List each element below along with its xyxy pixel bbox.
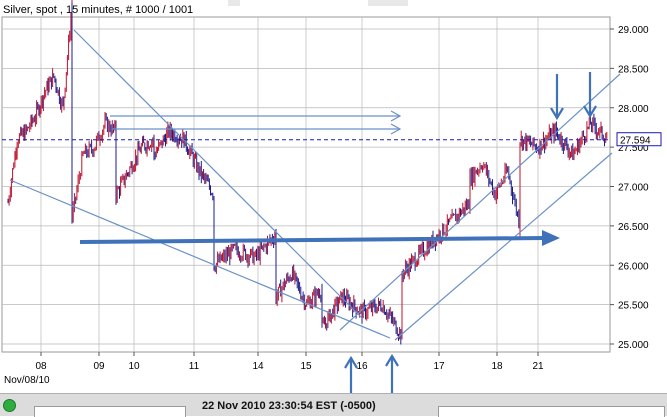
top-toolbar-remnant bbox=[228, 0, 240, 6]
y-tick-label: 26.000 bbox=[618, 261, 649, 272]
vertical-arrow-up-2-head bbox=[385, 353, 399, 367]
x-tick-label: 09 bbox=[93, 361, 105, 372]
x-tick-label: 18 bbox=[491, 361, 503, 372]
x-tick-label: 08 bbox=[35, 361, 47, 372]
current-price-box bbox=[616, 132, 662, 147]
y-tick-label: 28.000 bbox=[618, 104, 649, 115]
price-bars bbox=[7, 0, 608, 345]
annotations bbox=[9, 29, 621, 393]
support-arrow bbox=[79, 236, 546, 244]
x-tick-label: 10 bbox=[128, 361, 140, 372]
y-axis: 25.000 25.500 26.000 26.500 27.000 27.500 28.0… bbox=[610, 25, 649, 351]
x-tick-label: 11 bbox=[189, 361, 200, 372]
trendline-falling-lower bbox=[9, 179, 391, 339]
trendline-falling-upper bbox=[73, 29, 363, 319]
status-input-left[interactable] bbox=[34, 406, 186, 417]
trendline-rising-lower bbox=[394, 152, 613, 341]
status-bar: 22 Nov 2010 23:30:54 EST (-0500) bbox=[0, 393, 667, 417]
y-tick-label: 25.000 bbox=[618, 340, 649, 351]
x-tick-label: 21 bbox=[532, 361, 544, 372]
x-tick-label: 14 bbox=[252, 361, 264, 372]
chart-title: Silver, spot , 15 minutes, # 1000 / 1001 bbox=[3, 4, 193, 16]
y-tick-label: 26.500 bbox=[618, 222, 649, 233]
y-tick-label: 28.500 bbox=[618, 64, 649, 75]
y-tick-label: 29.000 bbox=[618, 25, 649, 36]
connection-status-icon[interactable] bbox=[3, 399, 16, 412]
chart-area: Silver, spot , 15 minutes, # 1000 / 1001… bbox=[1, 0, 662, 393]
x-axis: 08 09 10 11 14 15 16 17 18 21 bbox=[35, 352, 544, 372]
support-arrow-head bbox=[542, 230, 560, 246]
vertical-arrow-down-2-head bbox=[583, 105, 597, 119]
y-tick-label: 27.000 bbox=[618, 183, 649, 194]
trendline-rising-upper bbox=[339, 73, 621, 331]
vertical-arrow-up-1-head bbox=[344, 355, 358, 369]
status-input-right[interactable] bbox=[438, 406, 665, 417]
x-date-label: Nov/08/10 bbox=[4, 375, 50, 386]
vertical-arrow-down-1-head bbox=[550, 107, 564, 121]
status-timestamp: 22 Nov 2010 23:30:54 EST (-0500) bbox=[202, 400, 376, 412]
y-tick-label: 27.500 bbox=[618, 143, 649, 154]
current-price-label: 27.594 bbox=[620, 136, 651, 147]
horizontal-arrow-lower-head bbox=[390, 123, 402, 135]
x-tick-label: 16 bbox=[356, 361, 368, 372]
x-tick-label: 15 bbox=[300, 361, 312, 372]
top-toolbar-remnant-2 bbox=[368, 0, 408, 6]
horizontal-arrow-upper-head bbox=[390, 110, 402, 122]
x-tick-label: 17 bbox=[433, 361, 445, 372]
y-tick-label: 25.500 bbox=[618, 301, 649, 312]
